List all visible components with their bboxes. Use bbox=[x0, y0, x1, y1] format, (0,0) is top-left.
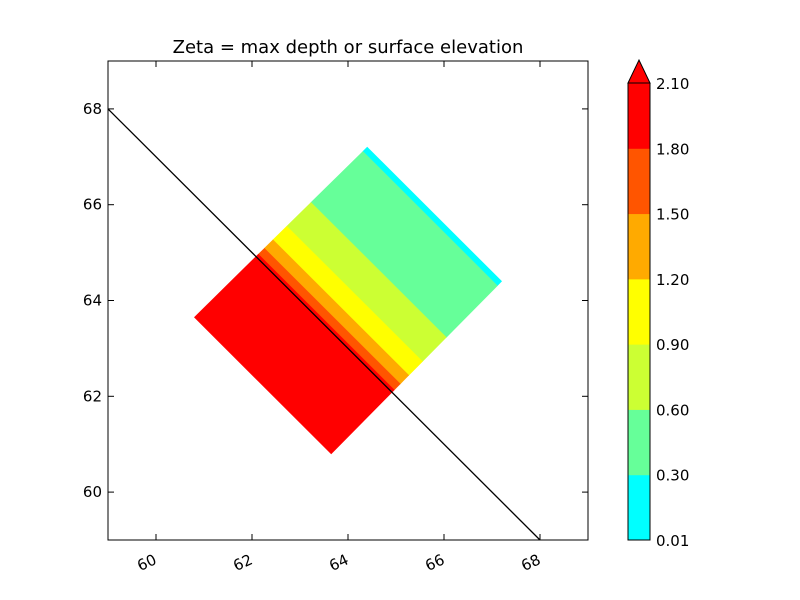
y-tick-label: 66 bbox=[83, 196, 102, 214]
x-tick-label: 68 bbox=[518, 551, 543, 575]
colorbar-tick-label: 1.20 bbox=[656, 271, 689, 289]
colorbar-segment bbox=[628, 474, 650, 541]
x-tick-label: 60 bbox=[134, 551, 159, 575]
chart-title: Zeta = max depth or surface elevation bbox=[173, 37, 524, 58]
colorbar-segment bbox=[628, 148, 650, 215]
y-tick-label: 68 bbox=[83, 100, 102, 118]
colorbar-segment bbox=[628, 344, 650, 410]
colorbar-tick-label: 2.10 bbox=[656, 75, 689, 93]
colorbar: 0.01 0.30 0.60 0.90 1.20 1.50 1.80 2.10 bbox=[627, 58, 689, 550]
x-tick-label: 62 bbox=[230, 551, 255, 575]
y-tick-label: 62 bbox=[83, 387, 102, 405]
boundary-line bbox=[107, 108, 541, 541]
x-tick-label: 64 bbox=[326, 551, 351, 575]
colorbar-segment bbox=[628, 213, 650, 280]
colorbar-segment bbox=[628, 409, 650, 476]
x-tick-label: 66 bbox=[422, 551, 447, 575]
colorbar-tick-label: 0.60 bbox=[656, 401, 689, 419]
colorbar-segment bbox=[628, 278, 650, 345]
zeta-field-bands bbox=[193, 146, 503, 455]
contour-band bbox=[193, 253, 395, 455]
y-axis-ticks: 60 62 64 66 68 bbox=[83, 100, 588, 501]
colorbar-tick-label: 1.80 bbox=[656, 140, 689, 158]
colorbar-tick-label: 1.50 bbox=[656, 206, 689, 224]
colorbar-segment bbox=[628, 83, 650, 149]
colorbar-tick-label: 0.30 bbox=[656, 467, 689, 485]
y-tick-label: 64 bbox=[83, 292, 102, 310]
colorbar-extend-arrow bbox=[627, 58, 651, 84]
colorbar-tick-label: 0.01 bbox=[656, 532, 689, 550]
colorbar-frame bbox=[627, 83, 651, 541]
y-tick-label: 60 bbox=[83, 483, 102, 501]
colorbar-tick-label: 0.90 bbox=[656, 336, 689, 354]
